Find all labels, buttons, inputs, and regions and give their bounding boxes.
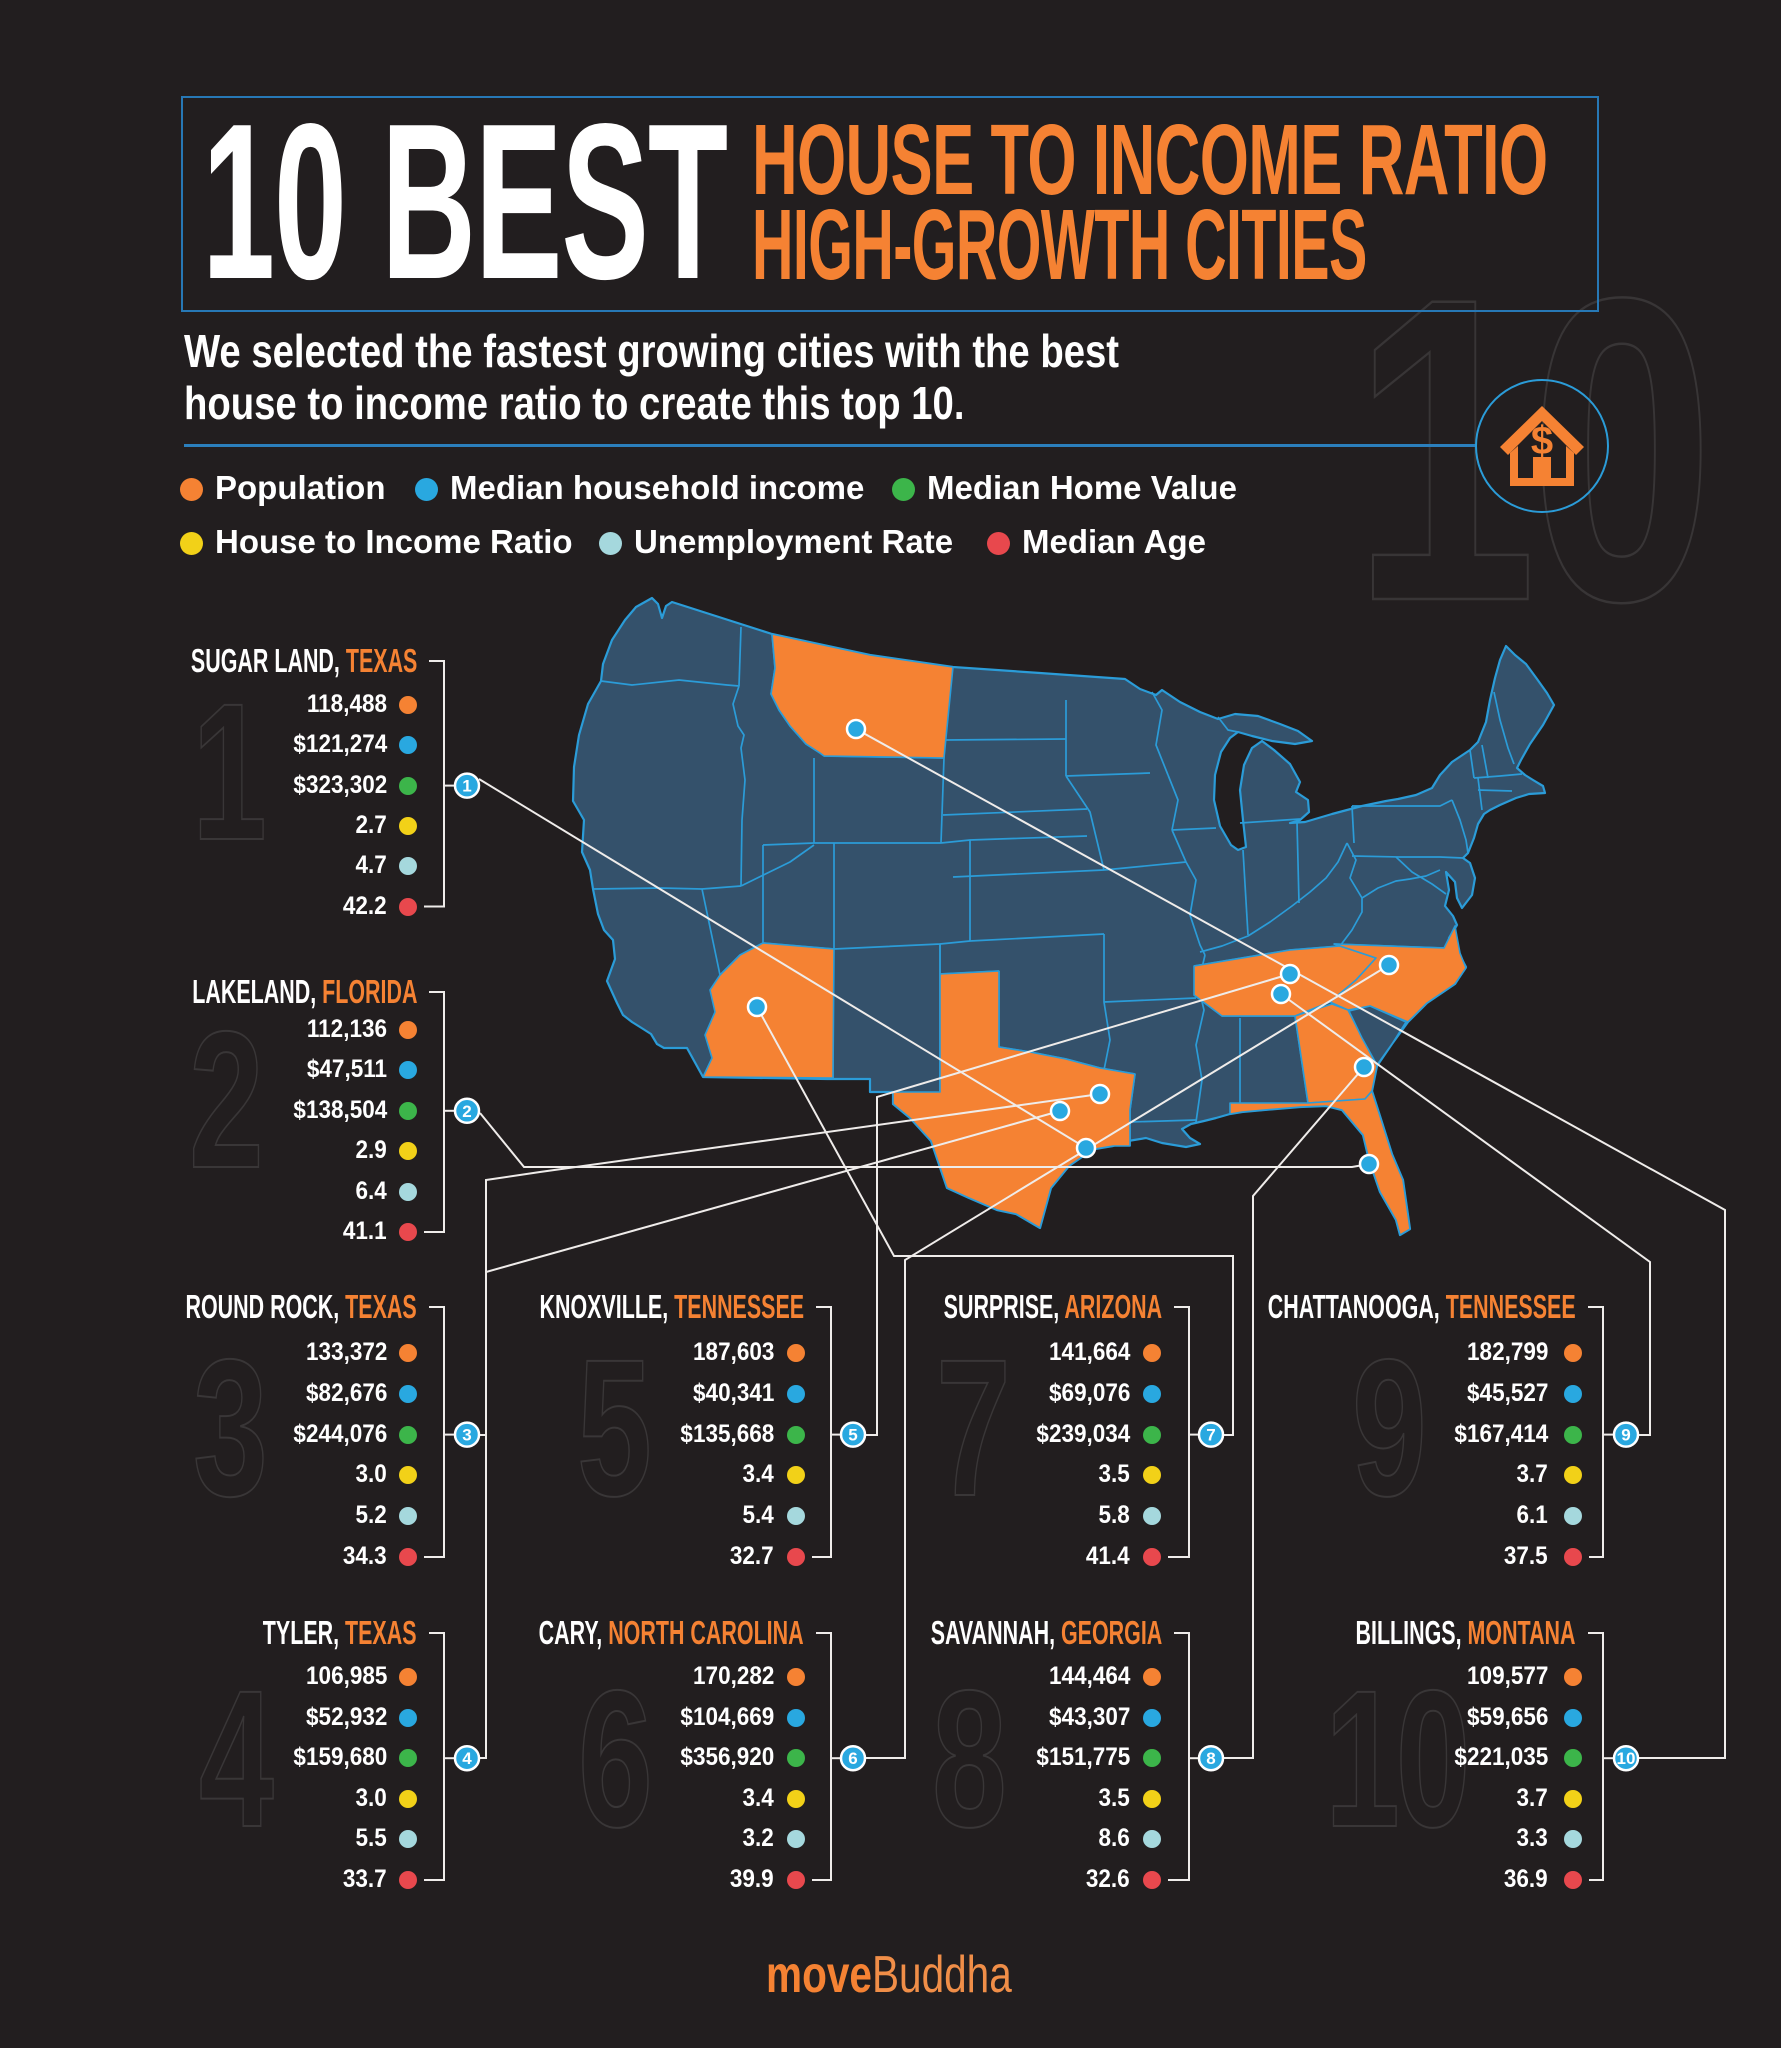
svg-text:5: 5 [848,1426,857,1445]
svg-text:10: 10 [1617,1749,1636,1768]
svg-text:4: 4 [462,1749,472,1768]
svg-text:6: 6 [848,1749,857,1768]
svg-text:$: $ [1531,419,1553,463]
svg-text:8: 8 [1206,1749,1215,1768]
svg-text:1: 1 [462,777,471,796]
svg-text:7: 7 [1206,1426,1215,1445]
svg-text:9: 9 [1621,1426,1630,1445]
svg-text:3: 3 [462,1426,471,1445]
svg-text:2: 2 [462,1102,471,1121]
